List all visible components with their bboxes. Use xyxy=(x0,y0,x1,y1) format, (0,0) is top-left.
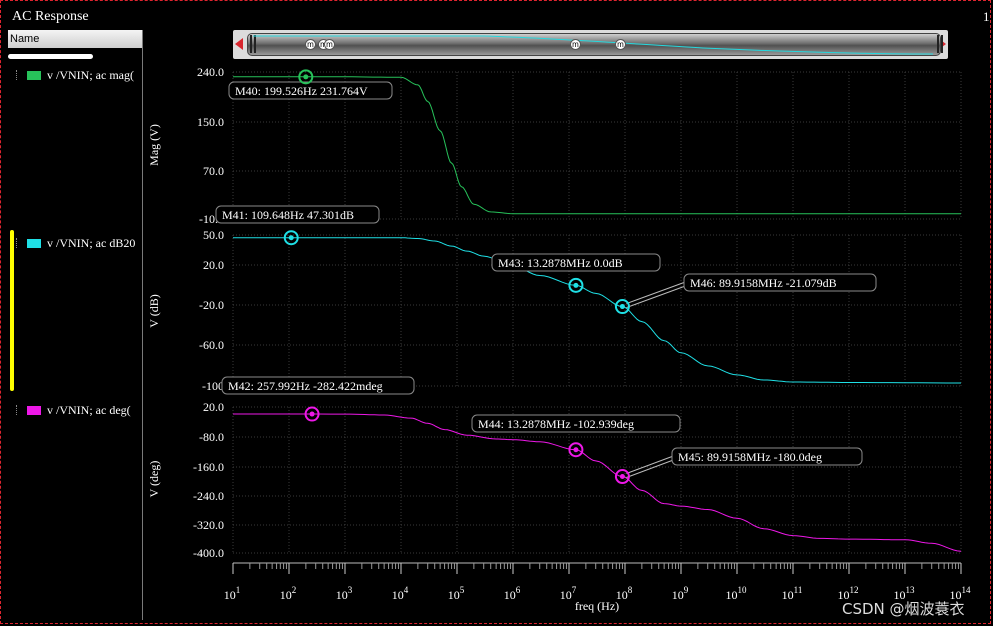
marker-m44 xyxy=(568,442,584,458)
trace-item-db[interactable]: v /VNIN; ac dB20 xyxy=(16,235,143,251)
marker-m41 xyxy=(283,230,299,246)
scroll-left-arrow-icon[interactable] xyxy=(235,38,243,50)
marker-dot xyxy=(573,447,579,453)
marker-m-icon[interactable]: m xyxy=(324,39,335,50)
left-grip-icon[interactable] xyxy=(250,35,256,53)
x-zoom-scrollbar[interactable]: m m m m m xyxy=(233,30,948,59)
marker-dot xyxy=(303,74,309,80)
y-axis-label: V (dB) xyxy=(147,294,161,327)
y-tick-label: -240.0 xyxy=(193,489,224,503)
marker-leader xyxy=(626,282,685,305)
y-tick-label: -160.0 xyxy=(193,460,224,474)
x-tick-label: 109 xyxy=(672,585,689,602)
watermark: CSDN @烟波蓑衣 xyxy=(842,600,965,618)
marker-label-m44: M44: 13.2878MHz -102.939deg xyxy=(478,417,634,431)
marker-label-box xyxy=(221,376,415,395)
scrollbar-overview-trace xyxy=(253,35,934,55)
marker-dot xyxy=(573,282,579,288)
series-line xyxy=(233,413,962,552)
marker-label-box xyxy=(471,414,681,433)
marker-m46 xyxy=(614,299,630,315)
marker-label-m45: M45: 89.9158MHz -180.0deg xyxy=(678,450,822,464)
marker-m43 xyxy=(568,277,584,293)
right-grip-icon[interactable] xyxy=(937,35,943,53)
strip-selection-indicator xyxy=(10,230,14,391)
y-tick-label: 50.0 xyxy=(203,228,224,242)
strip-2: 50.0 20.0 -20.0 -60.0 -100 V (dB) M41: 109.648… xyxy=(147,205,962,393)
trace-label: v /VNIN; ac dB20 xyxy=(47,235,136,250)
marker-m45 xyxy=(614,469,630,485)
series-line xyxy=(233,237,961,384)
x-tick-label: 102 xyxy=(280,585,297,602)
marker-m-icon[interactable]: m xyxy=(570,39,581,50)
series-line xyxy=(233,76,961,215)
x-tick-label: 103 xyxy=(336,585,353,602)
y-tick-label: -320.0 xyxy=(193,518,224,532)
y-tick-label: -60.0 xyxy=(199,338,224,352)
y-axis-label: V (deg) xyxy=(147,461,161,498)
marker-dot xyxy=(619,474,625,480)
x-tick-label: 105 xyxy=(448,585,465,602)
marker-label-m46: M46: 89.9158MHz -21.079dB xyxy=(690,276,837,290)
marker-label-m41: M41: 109.648Hz 47.301dB xyxy=(222,208,354,222)
marker-m40 xyxy=(298,69,314,85)
sidebar-divider[interactable] xyxy=(142,30,143,620)
x-tick-label: 106 xyxy=(504,585,521,602)
y-tick-label: -400.0 xyxy=(193,546,224,560)
tree-connector xyxy=(16,405,23,415)
marker-label-m40: M40: 199.526Hz 231.764V xyxy=(235,84,368,98)
y-tick-label: 240.0 xyxy=(197,65,224,79)
marker-m42 xyxy=(304,406,320,422)
trace-sidebar xyxy=(8,30,143,620)
window-corner-text: 1 xyxy=(983,9,990,24)
marker-label-m43: M43: 13.2878MHz 0.0dB xyxy=(498,256,623,270)
marker-m-icon[interactable]: m xyxy=(305,39,316,50)
marker-label-m42: M42: 257.992Hz -282.422mdeg xyxy=(228,379,383,393)
marker-leader xyxy=(626,460,673,478)
trace-color-swatch xyxy=(27,405,41,415)
y-tick-label: 20.0 xyxy=(203,400,224,414)
trace-label: v /VNIN; ac mag( xyxy=(47,67,134,82)
trace-item-mag[interactable]: v /VNIN; ac mag( xyxy=(16,67,143,83)
y-tick-label: 20.0 xyxy=(203,258,224,272)
marker-label-box xyxy=(215,205,380,224)
marker-label-box xyxy=(491,253,661,272)
tree-connector xyxy=(16,238,23,248)
y-tick-label: 70.0 xyxy=(203,164,224,178)
y-tick-label: -80.0 xyxy=(199,430,224,444)
tree-connector xyxy=(16,70,23,80)
trace-color-swatch xyxy=(27,70,41,80)
x-tick-label: 101 xyxy=(224,585,241,602)
x-tick-label: 1010 xyxy=(726,585,748,602)
y-tick-label: 150.0 xyxy=(197,115,224,129)
y-axis-label: Mag (V) xyxy=(147,124,161,166)
trace-label: v /VNIN; ac deg( xyxy=(47,402,131,417)
x-tick-label: 1011 xyxy=(782,585,803,602)
marker-leader xyxy=(626,456,673,474)
marker-label-box xyxy=(683,273,877,292)
y-tick-label: -20.0 xyxy=(199,298,224,312)
window-title: AC Response xyxy=(12,9,89,24)
marker-label-box xyxy=(671,447,863,466)
marker-dot xyxy=(619,304,625,310)
x-axis-label: freq (Hz) xyxy=(575,599,619,613)
trace-item-deg[interactable]: v /VNIN; ac deg( xyxy=(16,402,143,418)
x-tick-label: 104 xyxy=(392,585,409,602)
name-column-header[interactable]: Name xyxy=(8,30,142,48)
sidebar-horizontal-scrollbar[interactable] xyxy=(8,54,93,59)
marker-dot xyxy=(288,235,294,241)
y-tick-label: -100 xyxy=(202,379,224,393)
marker-dot xyxy=(309,411,315,417)
marker-leader xyxy=(626,286,685,309)
strip-3: 20.0 -80.0 -160.0 -240.0 -320.0 -400.0 V (deg)… xyxy=(147,376,962,560)
trace-color-swatch xyxy=(27,238,41,248)
marker-m-icon[interactable]: m xyxy=(615,39,626,50)
